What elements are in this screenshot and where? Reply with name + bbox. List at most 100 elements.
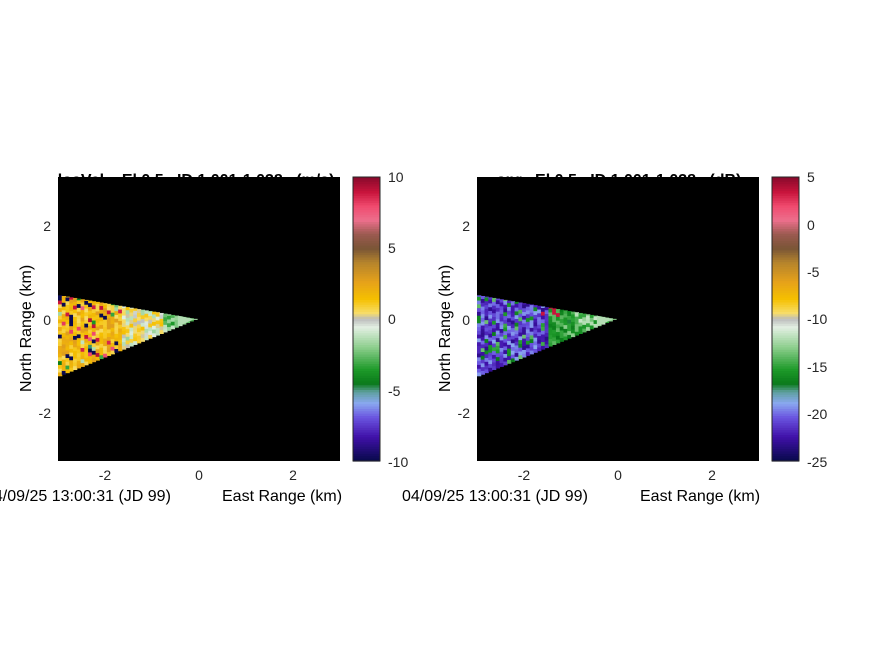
colorbar-segment	[772, 368, 799, 372]
data-cell	[574, 312, 580, 313]
data-cell	[510, 327, 516, 332]
data-cell	[125, 321, 130, 326]
data-cell	[88, 306, 93, 311]
data-cell	[69, 363, 74, 368]
data-cell	[84, 345, 89, 351]
colorbar-segment	[772, 210, 799, 214]
data-cell	[159, 325, 164, 331]
data-cell	[477, 341, 482, 347]
colorbar-segment	[353, 387, 380, 391]
colorbar-segment	[772, 224, 799, 228]
data-cell	[58, 353, 63, 358]
data-cell	[529, 308, 534, 313]
colorbar-segment	[772, 451, 799, 455]
data-cell	[514, 348, 519, 354]
data-cell	[488, 321, 493, 327]
data-cell	[525, 347, 531, 353]
data-cell	[103, 311, 108, 316]
data-cell	[492, 320, 497, 325]
data-cell	[84, 319, 89, 324]
data-cell	[480, 343, 486, 349]
data-cell	[484, 357, 489, 362]
data-cell	[514, 314, 519, 319]
data-cell	[152, 321, 157, 326]
data-cell	[503, 353, 508, 358]
data-cell	[76, 311, 82, 316]
colorbar-segment	[353, 437, 380, 441]
data-cell	[114, 322, 119, 327]
data-cell	[80, 358, 85, 364]
data-cell	[155, 323, 161, 328]
data-cell	[110, 319, 115, 325]
data-cells	[477, 295, 617, 377]
x-tick-label: -2	[99, 467, 112, 483]
colorbar	[771, 176, 800, 462]
y-tick-label: 0	[462, 312, 470, 328]
data-cell	[73, 335, 78, 340]
colorbar-segment	[772, 326, 799, 330]
data-cell	[174, 323, 179, 328]
colorbar-segment	[772, 314, 799, 318]
colorbar-segment	[353, 269, 380, 273]
data-cell	[95, 322, 100, 327]
colorbar-segment	[353, 345, 380, 348]
y-axis-label: North Range (km)	[18, 264, 35, 392]
data-cell	[140, 322, 145, 327]
data-cell	[170, 314, 176, 318]
colorbar-segment	[353, 184, 380, 188]
data-cell	[99, 350, 104, 356]
data-cell	[114, 305, 119, 308]
data-cell	[525, 351, 531, 356]
data-cell	[522, 319, 527, 324]
data-cell	[125, 307, 130, 311]
colorbar-segment	[353, 203, 380, 206]
data-cell	[477, 295, 482, 297]
data-cell	[91, 316, 97, 321]
data-cell	[529, 350, 534, 355]
data-cell	[118, 328, 123, 333]
data-cell	[503, 304, 508, 309]
colorbar-segment	[772, 401, 799, 405]
data-cell	[510, 320, 516, 325]
colorbar-segment	[353, 188, 380, 192]
data-cell	[477, 307, 482, 312]
data-cell	[484, 300, 489, 306]
colorbar-segment	[353, 359, 380, 363]
colorbar-segment	[353, 210, 380, 214]
colorbar-segment	[353, 392, 380, 396]
x-axis-label: East Range (km)	[640, 488, 761, 505]
data-cell	[492, 335, 497, 340]
colorbar-segment	[353, 342, 380, 346]
colorbar-segment	[772, 378, 799, 382]
data-cell	[537, 309, 542, 314]
data-cell	[163, 320, 168, 325]
data-cell	[61, 347, 67, 353]
data-cell	[136, 309, 142, 314]
colorbar-segment	[353, 423, 380, 427]
data-cell	[91, 346, 97, 351]
data-cell	[91, 338, 97, 344]
data-cell	[544, 332, 549, 337]
data-cell	[507, 336, 512, 342]
data-cell	[73, 327, 78, 333]
colorbar-segment	[772, 453, 799, 457]
colorbar-segment	[353, 233, 380, 237]
data-cell	[477, 356, 482, 362]
data-cell	[121, 326, 127, 331]
data-cell	[80, 343, 85, 348]
colorbar-segment	[772, 264, 799, 268]
data-cell	[84, 357, 89, 362]
data-cell	[80, 347, 85, 352]
data-cell	[76, 318, 82, 324]
data-cell	[133, 314, 138, 319]
data-cell	[110, 342, 115, 347]
data-cell	[65, 342, 70, 347]
colorbar-segment	[772, 200, 799, 204]
data-cell	[495, 349, 501, 354]
data-cell	[582, 324, 587, 329]
data-cell	[91, 354, 97, 359]
data-cell	[488, 359, 493, 365]
colorbar-segment	[353, 288, 380, 292]
data-cell	[58, 311, 63, 316]
data-cell	[522, 330, 527, 335]
